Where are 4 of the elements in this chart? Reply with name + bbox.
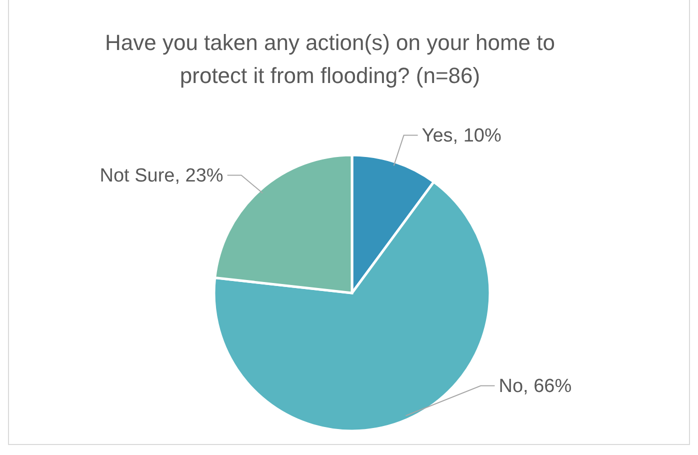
slice-label: Yes, 10% (422, 125, 502, 146)
slice-label: No, 66% (498, 376, 572, 397)
slice-label: Not Sure, 23% (100, 165, 224, 186)
chart-title: Have you taken any action(s) on your home to protect it from flooding? (n=86) (104, 29, 556, 90)
